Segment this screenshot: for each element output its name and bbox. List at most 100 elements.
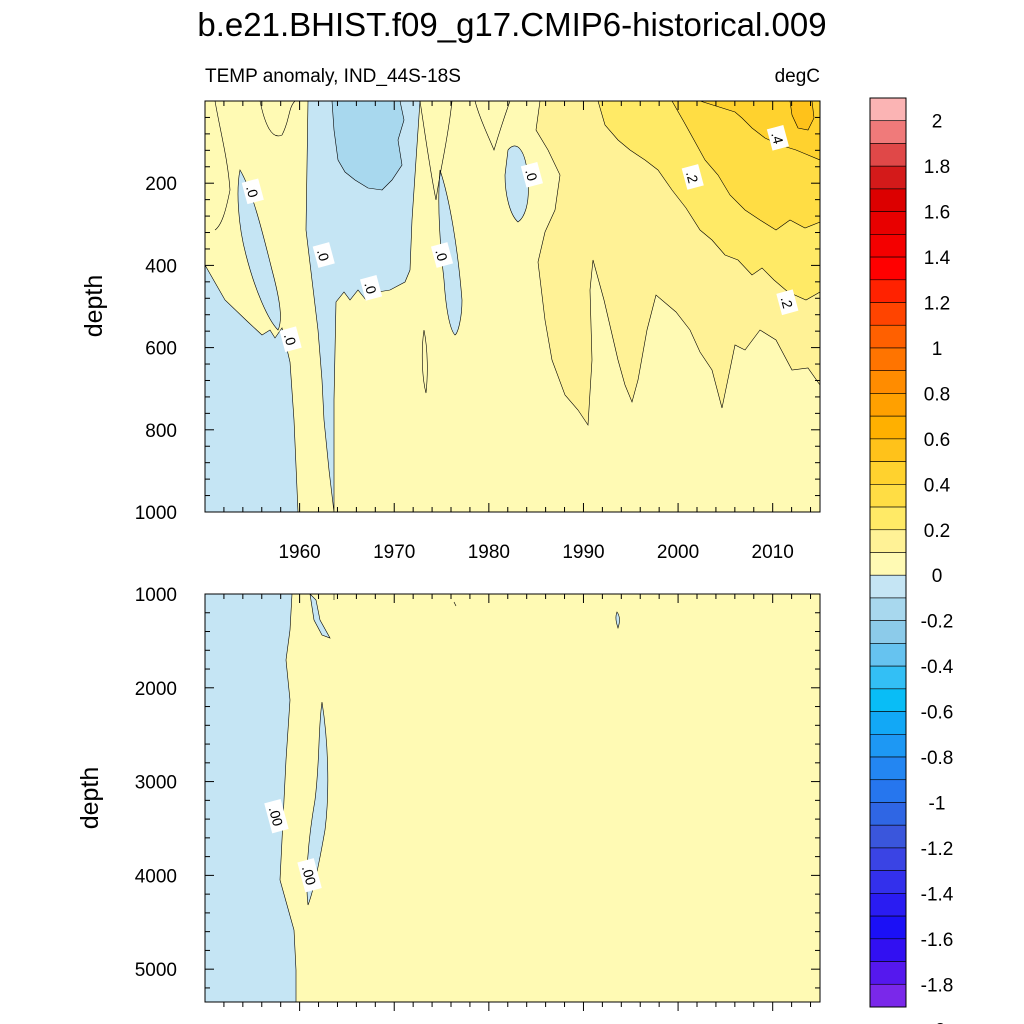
upper-contour-label-bg [520,162,543,188]
upper-ticks: 1960 1970 1980 1990 2000 2010 200 400 600 800 1000 [135,101,820,563]
colorbar-label: -2 [929,1021,946,1024]
colorbar-swatch [869,733,907,758]
contour-line-lower-b [453,601,457,607]
upper-plot-frame [204,100,821,513]
colorbar-swatch [869,802,907,826]
colorbar-label: 1 [932,339,943,360]
colorbar-swatch [869,597,907,621]
colorbar-swatch [869,824,907,849]
colorbar-swatch [869,961,907,985]
colorbar-swatch [869,552,907,576]
contour-line-d [474,101,511,151]
upper-contour-label-text: .0 [522,167,541,183]
contour-line-a [419,101,453,201]
lower-contour-label-text: .00 [266,805,287,828]
colorbar-swatch [869,120,907,144]
colorbar-label: 1.4 [924,248,951,269]
colorbar-swatch [869,574,907,599]
colorbar-swatch [869,711,907,735]
colorbar-swatch [869,143,907,167]
upper-y-tick-label: 800 [145,421,177,442]
upper-contour-label-text: .0 [243,184,262,200]
colorbar-swatch [869,347,907,372]
colorbar-swatch [869,370,907,394]
fill-negative-patch-1983 [504,145,529,223]
fill-negative-lower-dot [615,611,620,629]
fill-negative-band-1962 [305,101,421,512]
upper-contour-label-text: .2 [778,295,797,311]
colorbar-swatch [869,983,907,1008]
colorbar-swatch [869,234,907,258]
colorbar-label: -1.8 [921,975,954,996]
upper-contour-labels: .0 .0 .0 .0 .0 .0 .2 .4 .2 [241,125,799,353]
colorbar-label: 1.8 [924,157,950,178]
upper-panel: 1960 1970 1980 1990 2000 2010 200 400 600 800 1000… [80,100,821,563]
colorbar-swatch [869,506,907,531]
colorbar-swatch [869,870,907,894]
fill-negative-patch-1975 [438,169,463,336]
colorbar-frame [869,97,907,1008]
lower-y-tick-label: 2000 [135,679,177,700]
upper-contour-label-text: .0 [432,247,451,263]
colorbar-label: 0 [932,566,943,587]
upper-contour-label-text: .0 [314,247,333,263]
colorbar-label: 0.8 [924,384,950,405]
colorbar-swatch [869,324,907,349]
colorbar-label: -1.2 [921,839,954,860]
fill-positive-10 [789,101,815,131]
upper-x-tick-label: 1960 [278,542,320,563]
colorbar-label: -0.4 [921,657,954,678]
colorbar-swatch [869,915,907,940]
colorbar-swatch [869,393,907,417]
upper-contour-label: .0 [430,242,454,268]
colorbar-swatch [869,256,907,281]
fill-zero-base-lower [205,594,820,1002]
upper-contour-fill [205,101,820,512]
colorbar-label: -1.6 [921,930,954,951]
upper-contour-label-text: .0 [281,332,300,348]
upper-contour-label-bg [776,289,799,316]
colorbar-swatch [869,529,907,553]
upper-y-axis-label: depth [80,275,108,338]
colorbar-swatch [869,620,907,644]
fill-negative-patch-1960 [237,169,281,331]
fill-negative-lower-left [205,594,297,1002]
colorbar-swatch [869,188,907,212]
contour-line-c [259,101,296,137]
fill-negative-lower-band [309,594,331,639]
colorbar-label: -0.8 [921,748,954,769]
lower-y-tick-label: 4000 [135,866,177,887]
colorbar-swatch [869,438,907,462]
upper-y-tick-label: 200 [145,174,177,195]
upper-contour-label: .0 [360,275,383,301]
lower-contour-label-text: .00 [299,864,320,887]
upper-x-tick-label: 1990 [562,542,604,563]
upper-contour-label-bg [241,178,264,205]
colorbar-label: -1 [929,793,946,814]
colorbar-swatch [869,688,907,712]
upper-x-tick-label: 1980 [468,542,510,563]
lower-contour-label-bg [297,858,322,893]
upper-contour-label: .0 [312,242,335,268]
colorbar-swatch [869,847,907,871]
colorbar-swatch [869,779,907,803]
colorbar-label: -1.4 [921,884,954,905]
upper-contour-label-text: .0 [361,280,380,296]
upper-contour-label-bg [279,326,302,353]
upper-y-tick-label: 1000 [135,503,177,524]
upper-y-tick-label: 400 [145,256,177,277]
lower-y-tick-label: 3000 [135,773,177,794]
contour-line-e [421,329,428,394]
upper-contour-label-text: .4 [768,130,787,146]
upper-contour-label: .0 [241,178,264,205]
colorbar-label: 0.6 [924,430,950,451]
lower-plot-frame [204,593,821,1003]
colorbar-swatch [869,756,907,781]
lower-panel: 1000 2000 3000 4000 5000 .00 .00 depth [76,585,821,1011]
colorbar-swatch [869,279,907,303]
upper-contour-label: .4 [766,125,789,151]
colorbar-swatch [869,643,907,667]
lower-y-tick-label: 5000 [135,960,177,981]
lower-contour-label: .00 [264,798,289,834]
